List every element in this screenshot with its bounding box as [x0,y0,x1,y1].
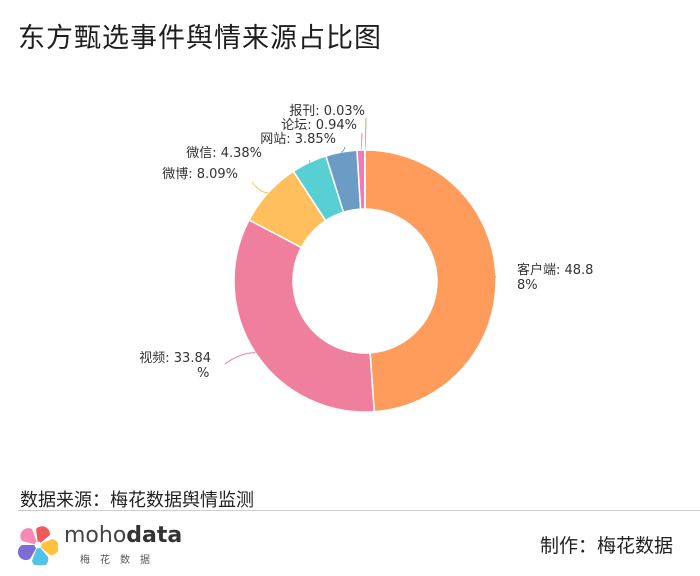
leader-line-论坛 [360,132,363,151]
leader-line-微信 [308,159,311,163]
slice-客户端 [364,149,497,413]
label-微博: 微博: 8.09% [162,167,238,182]
divider [18,510,700,511]
donut-chart: 客户端: 48.8 8% 视频: 33.84 % 微博: 8.09% 微信: 4.38%网… [139,104,593,413]
label-报刊: 报刊: 0.03% [289,104,365,119]
label-视频: 视频: 33.84% [139,351,211,381]
leader-line-报刊 [364,117,367,151]
leader-line-微博 [251,181,269,194]
pinwheel-logo-icon [18,526,58,565]
page-title: 东方甄选事件舆情来源占比图 [18,23,382,54]
brand-logo: mohodata 梅花数据 [18,523,182,567]
label-微信: 微信: 4.38% [186,146,262,161]
slice-视频 [233,218,376,413]
label-论坛: 论坛: 0.94% [281,118,357,133]
leader-line-视频 [224,352,256,365]
maker-text: 制作：梅花数据 [540,535,674,557]
label-网站: 网站: 3.85% [260,132,336,147]
data-source-text: 数据来源：梅花数据舆情监测 [20,490,254,511]
label-客户端: 客户端: 48.8 8% [517,262,593,293]
leader-line-客户端 [494,275,497,279]
logo-subtitle: 梅花数据 [80,555,160,566]
leader-line-网站 [341,146,346,153]
logo-wordmark: mohodata [64,523,183,548]
